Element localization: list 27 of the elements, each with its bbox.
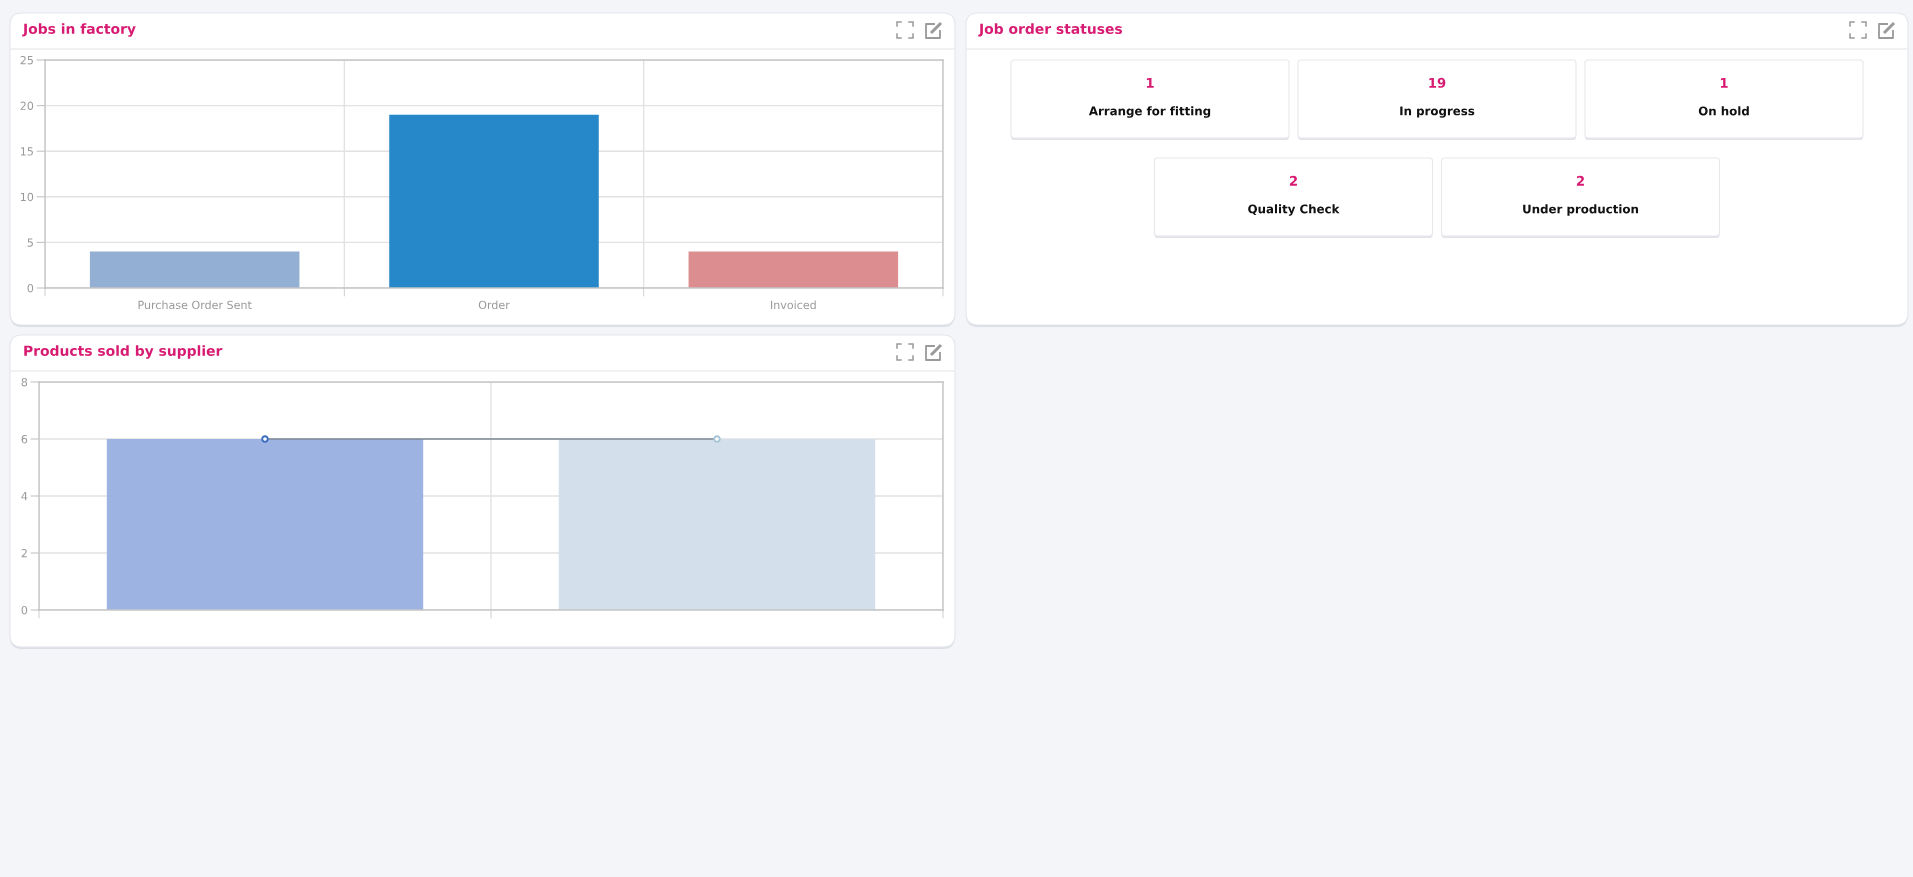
category-label: On hold [1698,106,1749,116]
y-tick-label: 2 [21,548,27,558]
y-tick-label: 4 [21,492,28,501]
data-label: 19 [1429,77,1446,88]
text: Job order statuses [978,23,1123,37]
category-label: Quality Check [1248,204,1340,216]
category-label: Under production [1523,204,1638,216]
y-tick-label: 6 [21,434,28,444]
y-tick-label: 0 [27,283,34,293]
chart-title: Products sold by supplier [24,345,223,359]
chart-title: Jobs in factory [22,23,136,37]
data-label: 1 [1146,78,1154,88]
category-label: Arrange for fitting [1088,106,1211,118]
category-label: In progress [1400,106,1475,118]
y-tick-label: 20 [20,101,34,110]
y-tick-label: 15 [20,147,33,156]
data-label: 1 [1720,78,1728,88]
y-tick-label: 25 [20,55,33,65]
x-tick-label: Order [478,300,510,310]
y-tick-label: 0 [21,605,28,615]
data-label: 2 [1576,175,1584,186]
y-tick-label: 8 [21,377,28,387]
y-tick-label: 10 [20,192,34,202]
data-label: 2 [1289,175,1297,186]
x-tick-label: Invoiced [771,300,816,310]
x-tick-label: Purchase Order Sent [138,300,252,310]
y-tick-label: 5 [27,238,33,247]
